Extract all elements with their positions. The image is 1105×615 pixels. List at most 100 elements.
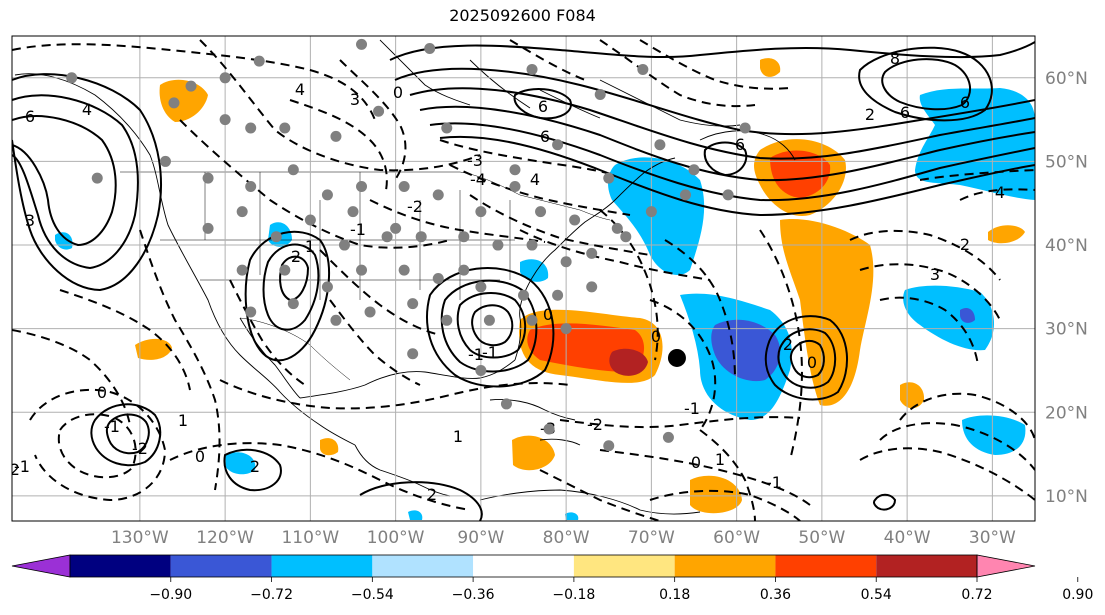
station-marker <box>398 264 410 276</box>
contour-line <box>649 489 801 521</box>
contour-line <box>959 188 1035 201</box>
contour-line <box>859 263 1001 321</box>
station-marker <box>373 105 385 117</box>
station-marker <box>645 206 657 218</box>
station-marker <box>270 231 282 243</box>
station-marker <box>603 172 615 184</box>
storm-center-marker <box>667 348 686 367</box>
colorbar-segment <box>70 555 171 577</box>
positive-contours <box>12 41 1035 521</box>
contour-line <box>703 141 748 177</box>
contour-label: 0 <box>807 353 817 372</box>
positive-anomaly-region <box>900 382 925 409</box>
station-marker <box>526 63 538 75</box>
station-marker <box>500 398 512 410</box>
lon-tick-label: 50°W <box>798 528 845 548</box>
contour-label: 6 <box>540 127 550 146</box>
station-marker <box>304 214 316 226</box>
positive-anomaly-region <box>760 58 781 77</box>
station-marker <box>398 181 410 193</box>
contour-label: 8 <box>890 49 900 68</box>
station-marker <box>253 55 265 67</box>
station-marker <box>620 231 632 243</box>
lat-tick-label: 30°N <box>1045 320 1088 340</box>
contour-label: -1 <box>14 457 30 476</box>
colorbar-segment <box>775 555 877 577</box>
contour-label: 4 <box>995 183 1005 202</box>
contour-line <box>471 304 514 347</box>
contour-line <box>881 58 971 111</box>
contour-label: 0 <box>195 447 205 466</box>
station-marker <box>526 239 538 251</box>
contour-line <box>764 315 848 401</box>
station-marker <box>321 281 333 293</box>
station-marker <box>458 231 470 243</box>
contour-line <box>439 139 616 176</box>
station-marker <box>356 38 368 50</box>
contour-label: 6 <box>960 93 970 112</box>
station-marker <box>662 431 674 443</box>
contour-label: 0 <box>691 453 701 472</box>
contour-label: 1 <box>453 427 463 446</box>
negative-anomaly-region <box>565 512 579 520</box>
contour-line <box>509 39 586 81</box>
contour-line <box>873 493 897 511</box>
contour-line <box>57 413 137 479</box>
contour-line <box>919 169 1035 181</box>
contour-line <box>12 329 131 426</box>
station-marker <box>330 314 342 326</box>
contour-label: -1 <box>350 220 366 239</box>
contour-label: 4 <box>82 100 92 119</box>
contour-line <box>279 255 310 302</box>
lon-tick-label: 70°W <box>628 528 675 548</box>
station-marker <box>168 97 180 109</box>
map-title: 2025092600 F084 <box>449 6 596 25</box>
station-marker <box>611 222 623 234</box>
contour-line <box>394 67 1035 136</box>
station-marker <box>219 72 231 84</box>
station-marker <box>543 423 555 435</box>
coastline <box>514 157 676 361</box>
lon-tick-label: 90°W <box>457 528 504 548</box>
contour-line <box>559 416 801 429</box>
contour-line <box>12 94 139 270</box>
lat-tick-label: 50°N <box>1045 152 1088 172</box>
contour-line <box>469 194 651 256</box>
station-marker <box>441 314 453 326</box>
contour-label: -1 <box>684 399 700 418</box>
contour-label: 2 <box>427 485 437 504</box>
contour-label: 0 <box>651 327 661 346</box>
station-marker <box>279 122 291 134</box>
positive-anomaly-region <box>320 438 339 456</box>
contour-label: 1 <box>305 237 315 256</box>
coastline <box>239 317 301 399</box>
contour-label: 6 <box>538 97 548 116</box>
contour-line <box>359 481 483 521</box>
contour-line <box>59 289 191 391</box>
station-marker <box>202 222 214 234</box>
station-marker <box>688 164 700 176</box>
lon-tick-label: 60°W <box>713 528 760 548</box>
negative-contours <box>12 39 1035 521</box>
contour-label: 2 <box>250 457 260 476</box>
station-marker <box>509 181 521 193</box>
station-marker <box>245 306 257 318</box>
colorbar-tick-label: −0.54 <box>351 587 394 603</box>
coastline <box>699 130 796 161</box>
contour-line <box>29 388 167 502</box>
station-marker <box>381 231 393 243</box>
positive-anomaly-region <box>770 150 831 198</box>
contour-label: -1 <box>468 345 484 364</box>
station-marker <box>654 139 666 151</box>
coastline <box>479 489 701 515</box>
station-marker <box>509 164 521 176</box>
contour-line <box>12 43 376 121</box>
negative-anomaly-region <box>962 415 1026 455</box>
contour-line <box>789 339 825 379</box>
station-marker <box>739 122 751 134</box>
colorbar-tick-label: −0.90 <box>149 587 192 603</box>
positive-anomaly-region <box>135 338 172 360</box>
contour-label: 3 <box>350 90 360 109</box>
contour-line <box>879 296 979 366</box>
positive-anomaly-region <box>609 348 648 376</box>
